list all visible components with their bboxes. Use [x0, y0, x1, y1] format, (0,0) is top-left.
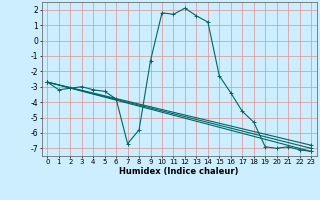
- X-axis label: Humidex (Indice chaleur): Humidex (Indice chaleur): [119, 167, 239, 176]
